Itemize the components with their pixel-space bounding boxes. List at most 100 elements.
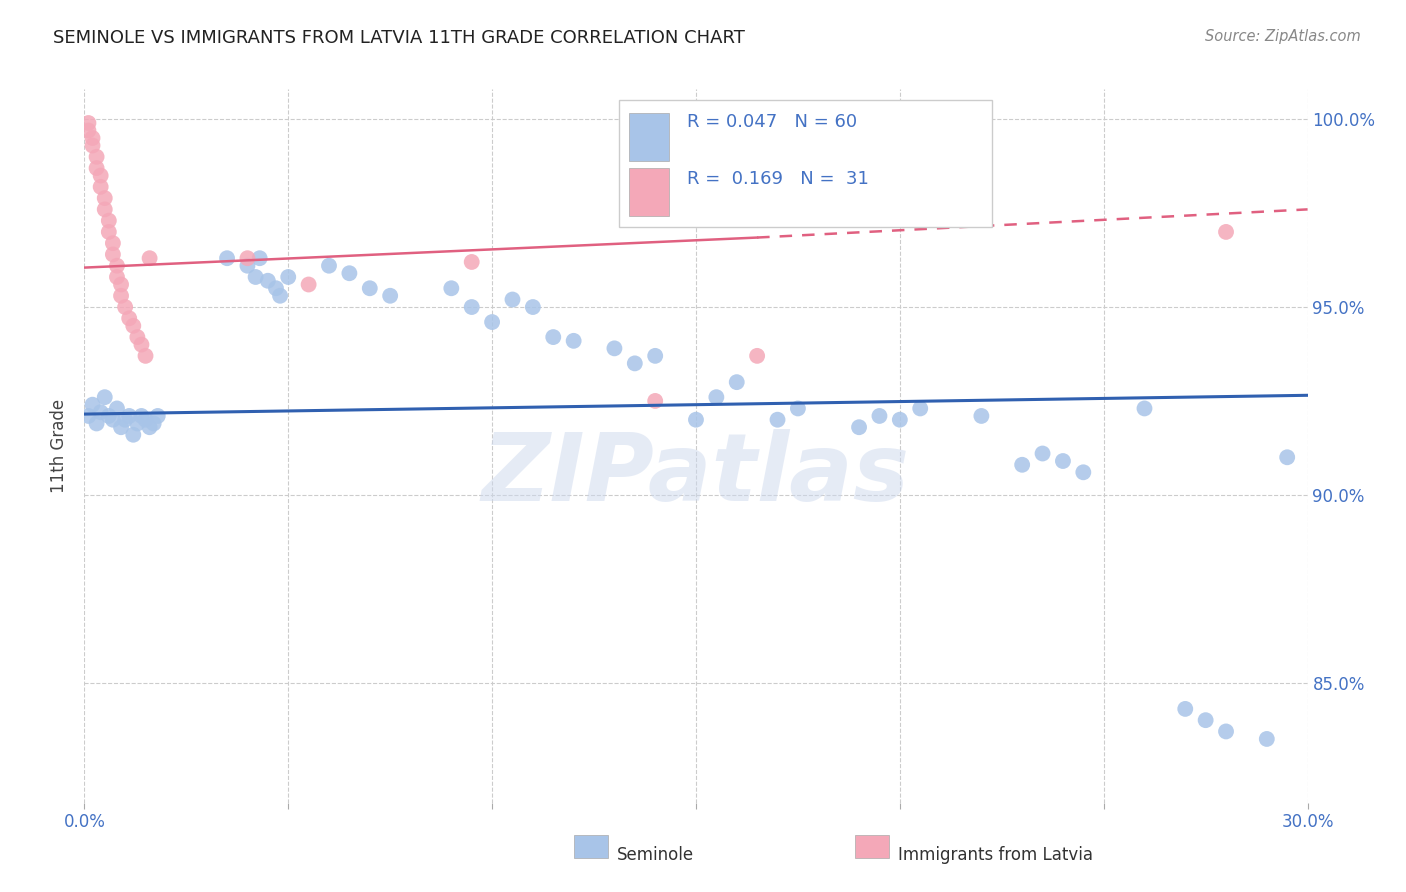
Point (603, 342, 626, 356)
Point (122, 427, 145, 442)
Point (90, 179, 112, 194)
Point (359, 281, 381, 295)
Point (77, 116, 100, 130)
Point (93, 390, 115, 404)
Point (135, 349, 157, 363)
Point (127, 417, 149, 431)
Text: Seminole: Seminole (616, 846, 693, 863)
Point (706, 390, 728, 404)
Point (82, 131, 104, 145)
Point (1277, 450, 1299, 465)
Text: SEMINOLE VS IMMIGRANTS FROM LATVIA 11TH GRADE CORRELATION CHART: SEMINOLE VS IMMIGRANTS FROM LATVIA 11TH … (53, 29, 745, 46)
Point (101, 247, 124, 261)
Text: ZIPatlas: ZIPatlas (482, 428, 910, 521)
Point (1032, 446, 1054, 460)
Point (257, 274, 280, 288)
Point (77, 409, 100, 423)
Point (105, 270, 128, 285)
Point (110, 420, 132, 434)
Point (93, 202, 115, 217)
Point (339, 266, 361, 280)
Point (1215, 724, 1237, 739)
Point (245, 270, 267, 285)
Point (1133, 401, 1156, 416)
Point (1052, 454, 1074, 468)
Point (461, 300, 484, 314)
Point (440, 281, 463, 295)
Point (747, 349, 769, 363)
Point (685, 413, 707, 427)
Point (127, 330, 149, 344)
Point (766, 413, 789, 427)
Point (82, 398, 104, 412)
Point (1256, 731, 1278, 746)
Point (624, 356, 647, 370)
Point (644, 349, 666, 363)
Point (380, 289, 402, 303)
Text: R =  0.169   N =  31: R = 0.169 N = 31 (688, 169, 869, 188)
Point (110, 289, 132, 303)
Point (848, 420, 870, 434)
Point (138, 420, 160, 434)
Bar (628, 169, 669, 216)
Text: Source: ZipAtlas.com: Source: ZipAtlas.com (1205, 29, 1361, 44)
Point (889, 413, 911, 427)
Point (97, 409, 120, 423)
Point (118, 311, 141, 326)
Point (86, 161, 108, 175)
Point (97, 213, 120, 227)
Bar (628, 112, 669, 161)
Point (522, 300, 544, 314)
Point (86, 150, 108, 164)
Bar (574, 835, 607, 858)
Point (543, 330, 565, 344)
Point (77, 123, 100, 137)
Point (481, 315, 503, 329)
Point (1215, 225, 1237, 239)
Point (105, 259, 128, 273)
Point (502, 293, 524, 307)
Text: R = 0.047   N = 60: R = 0.047 N = 60 (688, 112, 858, 131)
Point (298, 277, 321, 292)
Point (644, 393, 666, 408)
Point (236, 251, 259, 265)
Point (118, 409, 141, 423)
Point (105, 401, 128, 416)
Point (787, 401, 810, 416)
Point (249, 251, 271, 265)
Point (1073, 465, 1095, 479)
Point (725, 375, 748, 389)
Point (910, 401, 932, 416)
Point (869, 409, 891, 423)
Point (1195, 713, 1218, 727)
Point (90, 169, 112, 183)
Point (135, 413, 157, 427)
Point (86, 417, 108, 431)
Point (217, 251, 239, 265)
Point (1011, 458, 1033, 472)
Point (110, 277, 132, 292)
Point (122, 318, 145, 333)
Point (82, 138, 104, 153)
Point (318, 259, 340, 273)
Point (138, 251, 160, 265)
Point (114, 300, 136, 314)
Point (142, 417, 165, 431)
Point (562, 334, 585, 348)
Point (236, 259, 259, 273)
Point (1174, 702, 1197, 716)
Point (101, 413, 124, 427)
Point (277, 270, 299, 285)
Point (146, 409, 169, 423)
Point (131, 409, 153, 423)
Point (101, 236, 124, 251)
Point (970, 409, 993, 423)
Point (269, 289, 291, 303)
Y-axis label: 11th Grade: 11th Grade (51, 399, 69, 493)
Point (461, 255, 484, 269)
Bar (855, 835, 889, 858)
Point (131, 337, 153, 351)
Point (97, 225, 120, 239)
Point (93, 191, 115, 205)
Point (264, 281, 287, 295)
